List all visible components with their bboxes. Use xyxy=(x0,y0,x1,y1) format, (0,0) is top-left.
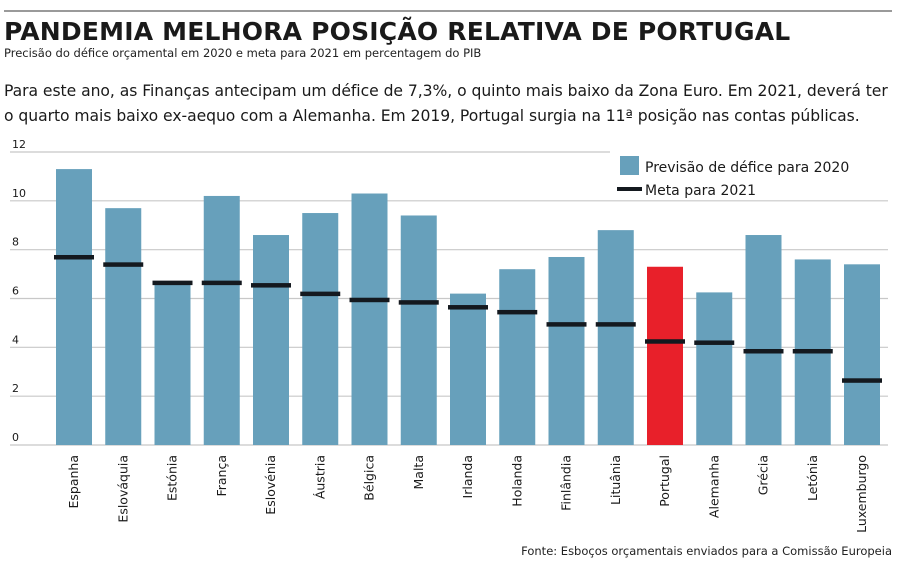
bar-grécia xyxy=(745,235,782,445)
meta-marker-lituânia xyxy=(595,322,636,327)
y-tick-label: 0 xyxy=(12,431,19,444)
x-tick-label: Bélgica xyxy=(362,455,377,501)
meta-marker-espanha xyxy=(54,254,94,260)
bar-alemanha xyxy=(696,292,733,445)
x-tick-label: Eslovénia xyxy=(263,455,278,515)
bar-espanha xyxy=(56,169,92,445)
y-tick-label: 2 xyxy=(12,382,19,395)
legend-label-meta: Meta para 2021 xyxy=(645,183,756,199)
legend-background xyxy=(610,147,890,199)
meta-marker-letónia xyxy=(792,348,833,354)
bar-irlanda xyxy=(450,293,486,445)
y-tick-label: 8 xyxy=(12,236,19,249)
header-rule xyxy=(442,10,892,12)
y-tick-label: 6 xyxy=(12,285,19,298)
meta-marker-luxemburgo xyxy=(842,378,882,383)
lead-line: o quarto mais baixo ex-aequo com a Alema… xyxy=(4,107,860,125)
x-tick-label: Eslováquia xyxy=(115,455,130,523)
x-tick-label: Letónia xyxy=(805,455,820,501)
legend-swatch-bar xyxy=(620,156,639,175)
x-tick-label: Áustria xyxy=(312,455,327,499)
chart-title: PANDEMIA MELHORA POSIÇÃO RELATIVA DE POR… xyxy=(4,17,791,46)
bars xyxy=(56,169,880,445)
x-tick-label: Holanda xyxy=(509,455,524,507)
bar-lituânia xyxy=(597,230,634,445)
meta-marker-irlanda xyxy=(448,305,488,310)
y-tick-label: 10 xyxy=(12,187,26,200)
source-note: Fonte: Esboços orçamentais enviados para… xyxy=(521,544,892,558)
bar-estónia xyxy=(154,281,191,445)
bar-eslovénia xyxy=(253,235,289,445)
x-tick-label: Estónia xyxy=(165,455,180,501)
meta-marker-grécia xyxy=(743,348,784,354)
legend-swatch-meta xyxy=(617,187,642,191)
meta-marker-estónia xyxy=(152,280,193,286)
bar-luxemburgo xyxy=(844,264,880,445)
meta-marker-eslovénia xyxy=(251,283,291,288)
bar-portugal xyxy=(647,266,683,445)
bar-holanda xyxy=(499,269,536,445)
x-tick-label: Espanha xyxy=(66,455,81,509)
bar-frança xyxy=(203,195,240,445)
meta-marker-holanda xyxy=(497,309,538,315)
x-axis: Espanha Eslováquia Estónia França Eslovénia Á… xyxy=(66,455,869,533)
x-tick-label: Irlanda xyxy=(460,455,475,498)
legend-label-bar: Previsão de défice para 2020 xyxy=(645,160,849,176)
lead-line: Para este ano, as Finanças antecipam um … xyxy=(4,82,888,100)
meta-markers xyxy=(54,254,882,383)
x-tick-label: Grécia xyxy=(756,455,771,495)
x-tick-label: Portugal xyxy=(657,455,672,507)
meta-marker-bélgica xyxy=(349,297,390,303)
x-tick-label: Lituânia xyxy=(608,455,623,505)
x-tick-label: Alemanha xyxy=(706,455,721,518)
x-tick-label: Malta xyxy=(411,455,426,489)
meta-marker-alemanha xyxy=(694,340,735,345)
bar-áustria xyxy=(302,213,339,445)
x-tick-label: França xyxy=(214,455,229,497)
y-axis: 0 2 4 6 8 10 12 xyxy=(12,138,26,444)
meta-marker-áustria xyxy=(300,291,341,297)
lead-paragraph: Para este ano, as Finanças antecipam um … xyxy=(4,79,899,129)
bar-finlândia xyxy=(548,256,585,445)
bar-malta xyxy=(400,215,437,445)
chart-subtitle: Precisão do défice orçamental em 2020 e … xyxy=(4,46,482,60)
header-rule xyxy=(4,10,442,12)
bar-chart: 0 2 4 6 8 10 12 Espanha Eslováquia Estónia França… xyxy=(10,138,890,533)
bar-bélgica xyxy=(351,193,388,445)
x-tick-label: Luxemburgo xyxy=(854,455,869,533)
meta-marker-eslováquia xyxy=(103,262,144,267)
x-tick-label: Finlândia xyxy=(559,455,574,511)
bar-eslováquia xyxy=(105,208,142,445)
meta-marker-portugal xyxy=(645,339,685,344)
meta-marker-finlândia xyxy=(546,322,587,327)
y-tick-label: 4 xyxy=(12,333,19,346)
meta-marker-frança xyxy=(201,280,242,286)
legend: Previsão de défice para 2020 Meta para 2… xyxy=(610,147,890,199)
meta-marker-malta xyxy=(398,300,439,305)
y-tick-label: 12 xyxy=(12,138,26,151)
